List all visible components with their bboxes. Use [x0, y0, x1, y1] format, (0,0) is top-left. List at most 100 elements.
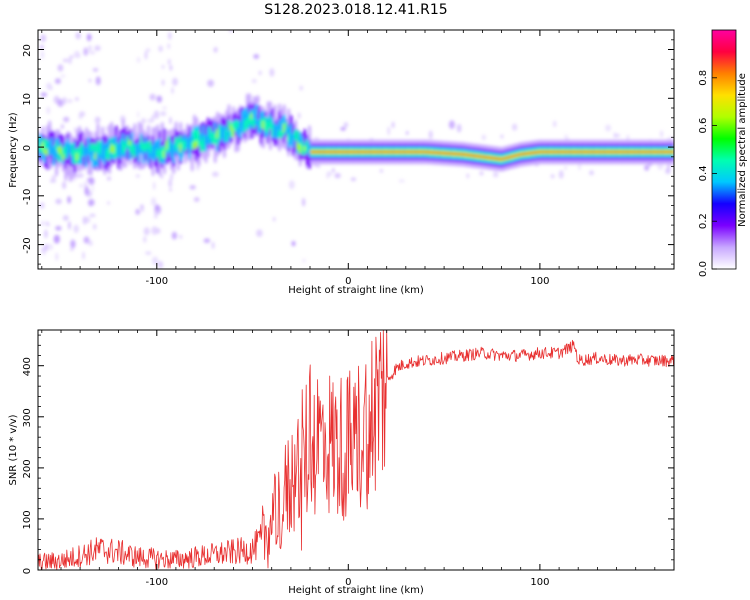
heatmap-noise-cell [39, 202, 45, 209]
heatmap-noise-cell [161, 64, 165, 69]
colorbar-tick-label: 0.6 [698, 118, 709, 134]
heatmap-noise-cell [78, 114, 83, 120]
heatmap-frame [37, 29, 675, 270]
heatmap-noise-cell [153, 110, 160, 119]
heatmap-y-tick-label: 20 [22, 44, 33, 57]
heatmap-noise-cell [92, 68, 99, 72]
heatmap-noise-cell [211, 241, 215, 249]
snr-y-tick-label: 200 [22, 459, 33, 478]
heatmap-noise-cell [49, 179, 57, 183]
heatmap-noise-cell [44, 244, 47, 250]
snr-y-tick-label: 400 [22, 357, 33, 376]
heatmap-noise-cell [589, 170, 594, 176]
heatmap-noise-cell [41, 50, 44, 60]
heatmap-noise-cell [157, 261, 164, 269]
heatmap-noise-cell [149, 93, 156, 101]
heatmap-y-tick-label: -10 [22, 189, 33, 205]
heatmap-noise-cell [340, 126, 346, 131]
heatmap-noise-cell [613, 132, 616, 139]
heatmap-noise-cell [387, 126, 390, 136]
heatmap-noise-cell [43, 248, 46, 256]
heatmap-noise-cell [96, 116, 101, 123]
heatmap-noise-cell [89, 213, 96, 217]
colorbar-tick-label: 0.0 [698, 261, 709, 277]
heatmap-noise-cell [172, 77, 178, 86]
heatmap-noise-cell [511, 123, 518, 131]
heatmap-noise-cell [479, 171, 484, 176]
heatmap-y-tick-label: 0 [22, 145, 33, 151]
heatmap-noise-cell [40, 92, 48, 97]
heatmap-noise-cell [326, 171, 333, 177]
heatmap-noise-cell [89, 35, 93, 39]
colorbar: 0.0 0.2 0.4 0.6 0.8 Normalized spectral ampl… [698, 29, 748, 277]
heatmap-noise-cell [316, 164, 321, 168]
heatmap-noise-cell [168, 31, 172, 40]
heatmap-noise-cell [644, 164, 650, 171]
snr-y-tick-label: 100 [22, 510, 33, 529]
heatmap-noise-cell [229, 30, 233, 33]
heatmap-noise-cell [170, 173, 173, 181]
heatmap-noise-cell [269, 68, 275, 77]
heatmap-noise-cell [665, 168, 671, 175]
heatmap-noise-cell [86, 33, 92, 42]
heatmap-noise-cell [169, 116, 172, 125]
heatmap-noise-cell [83, 47, 89, 56]
heatmap-noise-cell [94, 45, 101, 51]
heatmap-noise-cell [75, 54, 81, 59]
heatmap-noise-cell [140, 204, 144, 213]
heatmap-noise-cell [143, 227, 150, 236]
heatmap-cell [671, 150, 674, 154]
heatmap-noise-cell [302, 258, 306, 263]
heatmap-noise-cell [291, 240, 296, 247]
heatmap-noise-cell [153, 181, 156, 190]
heatmap-noise-cell [466, 173, 470, 179]
heatmap-noise-cell [169, 64, 173, 71]
heatmap-noise-cell [299, 85, 303, 91]
heatmap-x-axis-label: Height of straight line (km) [288, 285, 424, 296]
heatmap-noise-cell [379, 169, 383, 173]
heatmap-noise-cell [406, 131, 409, 135]
heatmap-noise-cell [51, 175, 56, 180]
heatmap-noise-cell [79, 183, 84, 188]
heatmap-noise-cell [550, 174, 555, 179]
heatmap-noise-cell [578, 163, 581, 171]
heatmap-y-tick-label: -20 [22, 237, 33, 253]
heatmap-noise-cell [55, 198, 62, 205]
heatmap-noise-cell [626, 134, 630, 142]
heatmap-noise-cell [68, 57, 72, 65]
heatmap-noise-cell [40, 34, 47, 43]
heatmap-noise-cell [481, 134, 486, 141]
heatmap-noise-cell [95, 76, 101, 86]
heatmap-noise-cell [189, 185, 196, 190]
heatmap-noise-cell [145, 48, 151, 52]
snr-y-axis-label: SNR (10 * v/v) [8, 414, 19, 485]
heatmap-noise-cell [62, 58, 69, 63]
heatmap-x-tick-label: 100 [530, 276, 549, 287]
heatmap-noise-cell [605, 124, 612, 132]
heatmap-noise-cell [253, 54, 260, 59]
heatmap-noise-cell [391, 121, 395, 129]
heatmap-noise-cell [60, 74, 66, 78]
heatmap-noise-cell [44, 229, 48, 239]
heatmap-noise-cell [169, 188, 172, 192]
heatmap-noise-cell [258, 3, 264, 10]
heatmap-noise-cell [88, 240, 93, 246]
heatmap-noise-cell [67, 99, 73, 103]
snr-plot-area [38, 330, 674, 570]
heatmap-noise-cell [332, 168, 335, 173]
heatmap-noise-cell [73, 224, 79, 234]
heatmap-noise-cell [160, 111, 167, 116]
heatmap-noise-cell [83, 236, 90, 244]
heatmap-noise-cell [70, 239, 76, 249]
heatmap-noise-cell [89, 51, 96, 55]
heatmap-noise-cell [55, 252, 59, 261]
heatmap-noise-cell [88, 45, 92, 52]
heatmap-noise-cell [155, 204, 159, 211]
heatmap-noise-cell [273, 217, 276, 222]
heatmap-noise-cell [135, 208, 140, 215]
heatmap-noise-cell [398, 179, 405, 183]
colorbar-tick-label: 0.8 [698, 70, 709, 86]
heatmap-noise-cell [75, 97, 79, 101]
heatmap-noise-cell [288, 180, 295, 190]
